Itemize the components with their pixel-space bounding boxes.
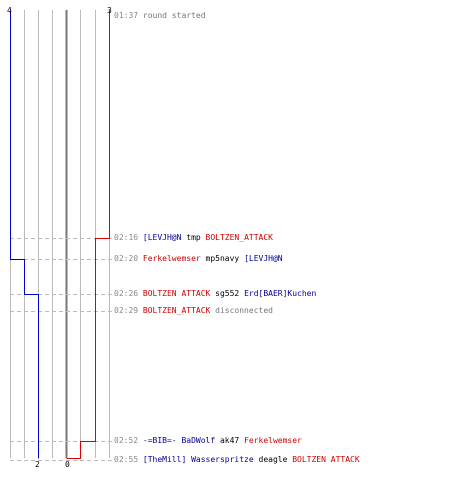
event-time: 02:16 [114, 233, 143, 242]
event-row: 02:55 [TheMill] Wasserspritze deagle BOL… [114, 454, 360, 466]
event-text: ak47 [215, 436, 245, 445]
event-text: BOLTZEN_ATTACK [205, 233, 273, 242]
event-row: 02:26 BOLTZEN ATTACK sg552 Erd[BAER]Kuch… [114, 288, 316, 300]
event-row: 01:37 round started [114, 10, 206, 22]
team1-alive-line [10, 10, 39, 459]
team1-final-count: 4 [7, 6, 12, 15]
event-text: sg552 [210, 289, 245, 298]
event-text: [LEVJH@N [244, 254, 283, 263]
event-time: 02:55 [114, 455, 143, 464]
event-text: BOLTZEN_ATTACK [142, 306, 211, 315]
event-time: 02:52 [114, 436, 143, 445]
event-text: [TheMill] Wasserspritze [142, 455, 254, 464]
event-row: 02:52 -=BIB=- BaDWolf ak47 Ferkelwemser [114, 435, 302, 447]
event-text: disconnected [210, 306, 273, 315]
event-row: 02:29 BOLTZEN_ATTACK disconnected [114, 305, 273, 317]
event-text: Ferkelwemser [142, 254, 201, 263]
event-text: Erd[BAER]Kuchen [244, 289, 317, 298]
event-text: BOLTZEN ATTACK [292, 455, 360, 464]
timeline-grid [10, 10, 110, 458]
event-time: 01:37 [114, 11, 143, 20]
event-time: 02:29 [114, 306, 143, 315]
event-text: Ferkelwemser [244, 436, 302, 445]
event-row: 02:20 Ferkelwemser mp5navy [LEVJH@N [114, 253, 283, 265]
team2-alive-line [66, 10, 110, 459]
team2-final-count: 3 [107, 6, 112, 15]
event-text: [LEVJH@N [142, 233, 182, 242]
team1-start-count: 2 [35, 460, 40, 469]
alive-count-lines [10, 10, 110, 459]
event-row: 02:16 [LEVJH@N tmp BOLTZEN_ATTACK [114, 232, 273, 244]
event-text: tmp [181, 233, 206, 242]
event-text: -=BIB=- BaDWolf [142, 436, 216, 445]
event-text: BOLTZEN ATTACK [142, 289, 211, 298]
event-text: deagle [253, 455, 293, 464]
event-time: 02:26 [114, 289, 143, 298]
event-time: 02:20 [114, 254, 143, 263]
event-text: mp5navy [200, 254, 245, 263]
event-text: round started [142, 11, 206, 20]
team2-start-count: 0 [65, 460, 70, 469]
